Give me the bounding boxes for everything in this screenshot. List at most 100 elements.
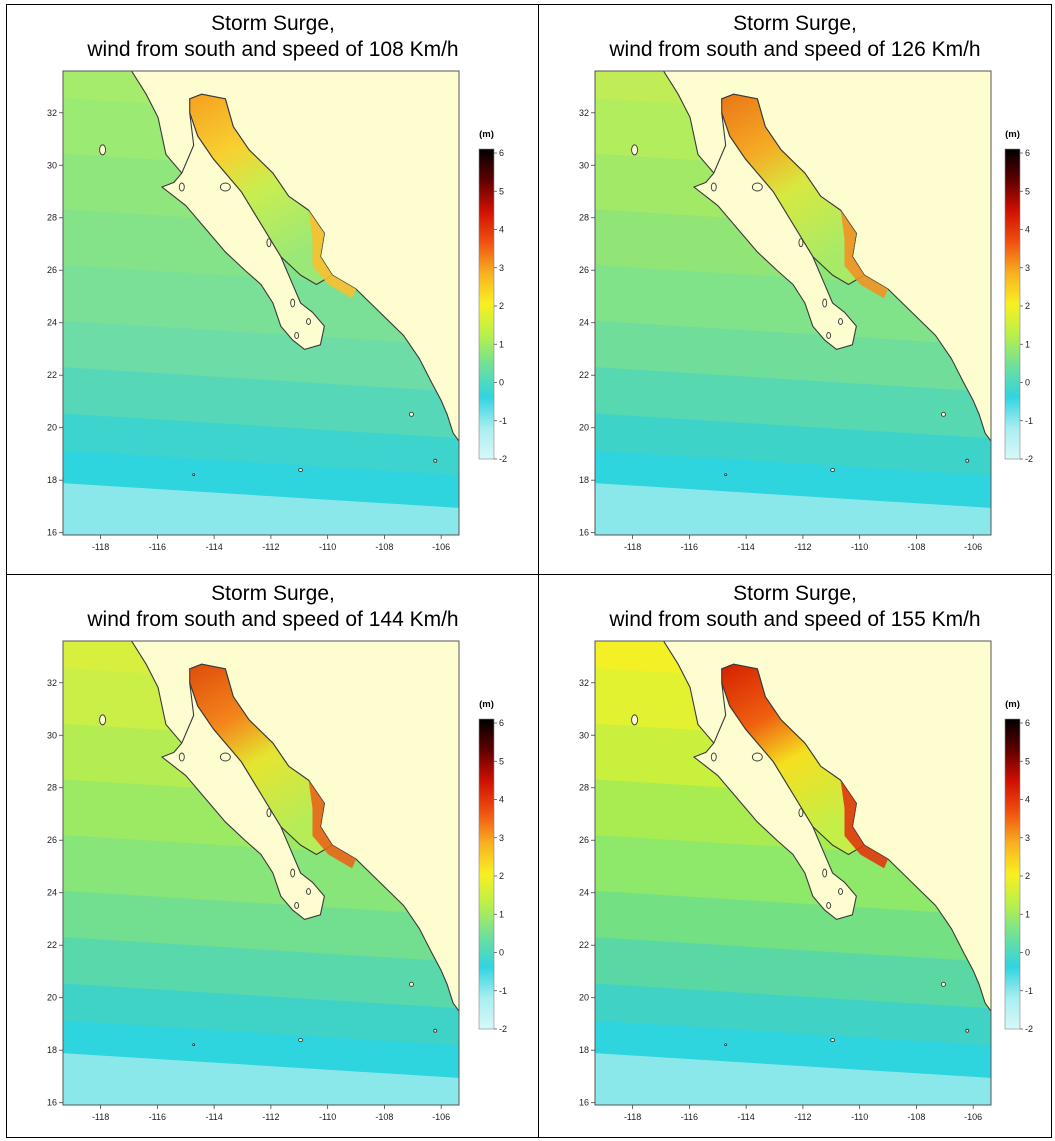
colorbar — [478, 148, 495, 460]
y-tick-label: 26 — [579, 265, 589, 275]
y-tick-label: 30 — [47, 160, 57, 170]
colorbar-tick-label: 6 — [499, 718, 504, 728]
x-tick-label: -114 — [205, 1112, 222, 1122]
panel-title: Storm Surge, wind from south and speed o… — [7, 581, 539, 633]
island — [751, 752, 763, 762]
title-line-1: Storm Surge, — [733, 582, 857, 605]
baja-peninsula — [692, 682, 857, 921]
x-tick-label: -110 — [319, 1112, 336, 1122]
island — [266, 238, 272, 248]
title-line-2: wind from south and speed of 155 Km/h — [609, 608, 981, 631]
y-tick-label: 32 — [47, 108, 57, 118]
colorbar-tick-label: 4 — [499, 795, 504, 805]
x-tick-label: -112 — [794, 1112, 811, 1122]
colorbar-tick-label: -1 — [499, 416, 507, 426]
title-line-1: Storm Surge, — [211, 582, 335, 605]
island — [838, 888, 843, 896]
y-tick-label: 28 — [579, 783, 589, 793]
colorbar-tick-label: -2 — [499, 1024, 507, 1034]
y-tick-label: 24 — [47, 318, 57, 328]
ocean-band — [595, 483, 991, 535]
plot-frame — [594, 70, 992, 536]
colorbar-tick-label: 3 — [1025, 833, 1030, 843]
panel-title: Storm Surge, wind from south and speed o… — [7, 11, 539, 63]
colorbar-tick-label: -1 — [1025, 986, 1033, 996]
island — [306, 318, 311, 326]
colorbar-tick-label: 1 — [1025, 909, 1030, 919]
baja-peninsula — [160, 112, 325, 351]
island — [192, 473, 196, 477]
colorbar-unit: (m) — [1005, 129, 1020, 140]
y-tick-label: 18 — [579, 1045, 589, 1055]
y-tick-label: 22 — [579, 940, 589, 950]
colorbar — [478, 718, 495, 1030]
y-tick-label: 30 — [579, 160, 589, 170]
panel-4: Storm Surge, wind from south and speed o… — [538, 574, 1052, 1138]
island — [294, 332, 300, 339]
colorbar-tick-label: 2 — [499, 301, 504, 311]
island — [724, 473, 728, 477]
colorbar — [1004, 148, 1021, 460]
colorbar-tick-label: 2 — [1025, 871, 1030, 881]
x-tick-label: -110 — [851, 1112, 868, 1122]
colorbar-tick-label: 0 — [499, 948, 504, 958]
island — [710, 752, 717, 762]
island — [433, 1028, 438, 1033]
island — [798, 238, 804, 248]
title-line-2: wind from south and speed of 126 Km/h — [609, 38, 981, 61]
island — [306, 888, 311, 896]
x-tick-label: -118 — [92, 1112, 109, 1122]
map-area — [63, 71, 459, 535]
y-tick-label: 30 — [47, 730, 57, 740]
x-tick-label: -108 — [907, 542, 925, 552]
y-tick-label: 18 — [579, 475, 589, 485]
colorbar-tick-label: -2 — [1025, 1024, 1033, 1034]
island — [941, 411, 946, 417]
island — [838, 318, 843, 326]
island — [298, 1038, 304, 1042]
x-tick-label: -114 — [737, 542, 754, 552]
colorbar-unit: (m) — [1005, 699, 1020, 710]
colorbar-tick-label: 3 — [1025, 263, 1030, 273]
island — [798, 808, 804, 818]
y-tick-label: 22 — [579, 370, 589, 380]
plot-frame — [62, 70, 460, 536]
colorbar-tick-label: 0 — [1025, 948, 1030, 958]
y-tick-label: 18 — [47, 475, 57, 485]
colorbar-tick-label: 5 — [499, 756, 504, 766]
coastal-surge — [840, 210, 889, 299]
panel-1: Storm Surge, wind from south and speed o… — [6, 4, 540, 576]
island — [433, 458, 438, 463]
y-tick-label: 20 — [47, 423, 57, 433]
y-tick-label: 32 — [47, 678, 57, 688]
island — [751, 182, 763, 192]
title-line-1: Storm Surge, — [733, 12, 857, 35]
colorbar-tick-label: 5 — [499, 186, 504, 196]
colorbar-tick-label: 1 — [1025, 339, 1030, 349]
y-tick-label: 28 — [579, 213, 589, 223]
panel-2: Storm Surge, wind from south and speed o… — [538, 4, 1052, 576]
x-tick-label: -106 — [432, 542, 450, 552]
x-tick-label: -106 — [432, 1112, 450, 1122]
colorbar-unit: (m) — [479, 129, 494, 140]
y-tick-label: 24 — [579, 888, 589, 898]
x-tick-label: -114 — [205, 542, 222, 552]
island — [290, 868, 296, 878]
y-tick-label: 30 — [579, 730, 589, 740]
colorbar-tick-label: 2 — [499, 871, 504, 881]
x-tick-label: -112 — [262, 542, 279, 552]
colorbar-tick-label: -2 — [1025, 454, 1033, 464]
island — [941, 981, 946, 987]
coastal-surge — [308, 780, 357, 869]
x-tick-label: -112 — [794, 542, 811, 552]
x-tick-label: -110 — [319, 542, 336, 552]
y-tick-label: 22 — [47, 940, 57, 950]
colorbar-tick-label: 4 — [1025, 795, 1030, 805]
y-tick-label: 20 — [579, 423, 589, 433]
y-tick-label: 32 — [579, 678, 589, 688]
island — [266, 808, 272, 818]
x-tick-label: -110 — [851, 542, 868, 552]
panel-3: Storm Surge, wind from south and speed o… — [6, 574, 540, 1138]
